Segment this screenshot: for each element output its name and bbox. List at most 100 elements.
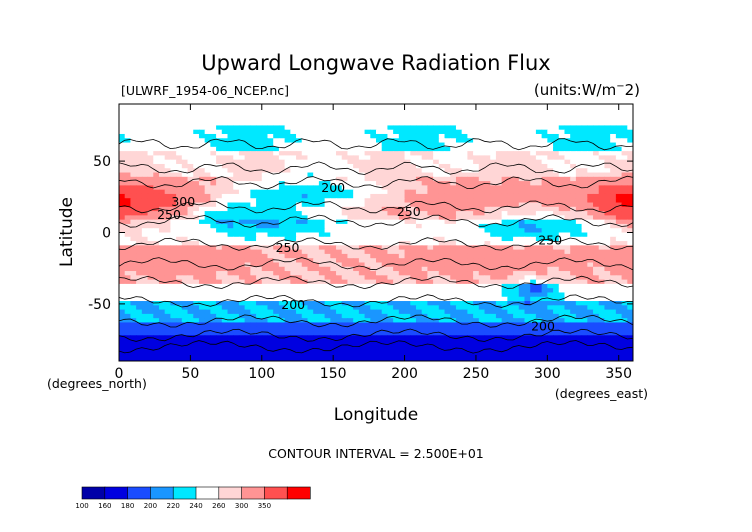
field-cell (404, 138, 411, 144)
field-cell (564, 335, 571, 341)
field-cell (610, 159, 617, 165)
field-cell (450, 309, 457, 315)
field-cell (415, 142, 423, 148)
field-cell (427, 258, 434, 264)
field-cell (570, 155, 577, 161)
field-cell (610, 241, 617, 246)
field-cell (187, 193, 194, 199)
field-cell (227, 176, 234, 182)
field-cell (398, 168, 406, 174)
field-cell (353, 279, 360, 285)
field-cell (153, 215, 160, 221)
field-cell (467, 189, 474, 195)
field-cell (370, 181, 377, 186)
field-cell (324, 313, 331, 319)
field-cell (553, 155, 560, 161)
field-cell (570, 249, 577, 255)
field-cell (221, 104, 229, 109)
field-cell (204, 296, 211, 302)
field-cell (524, 181, 531, 186)
field-cell (336, 288, 343, 294)
field-cell (587, 279, 594, 285)
field-cell (575, 271, 583, 276)
field-cell (130, 108, 137, 114)
field-cell (433, 309, 440, 315)
field-cell (330, 296, 337, 302)
field-cell (158, 142, 166, 148)
field-cell (553, 133, 560, 139)
field-cell (216, 232, 223, 238)
field-cell (615, 198, 623, 204)
field-cell (501, 283, 508, 289)
field-cell (455, 185, 463, 191)
field-cell (153, 211, 160, 216)
field-cell (153, 318, 160, 324)
field-cell (507, 331, 514, 336)
field-cell (587, 108, 594, 114)
field-cell (427, 112, 434, 118)
field-cell (267, 232, 274, 238)
field-cell (381, 211, 389, 216)
field-cell (296, 245, 303, 251)
field-cell (330, 112, 337, 118)
field-cell (438, 159, 446, 165)
field-cell (473, 138, 480, 144)
field-cell (124, 313, 132, 319)
field-cell (593, 288, 600, 294)
field-cell (290, 215, 297, 221)
field-cell (615, 288, 623, 294)
field-cell (501, 258, 508, 264)
field-cell (513, 181, 520, 186)
field-cell (330, 301, 337, 306)
field-cell (535, 142, 543, 148)
field-cell (358, 172, 366, 178)
field-cell (278, 159, 286, 165)
field-cell (324, 301, 331, 306)
field-cell (621, 142, 628, 148)
field-cell (593, 292, 600, 298)
field-cell (141, 163, 149, 169)
field-cell (524, 249, 531, 255)
field-cell (181, 245, 189, 251)
field-cell (318, 219, 326, 225)
field-cell (507, 112, 514, 118)
field-cell (336, 232, 343, 238)
field-cell (313, 189, 320, 195)
field-cell (353, 168, 360, 174)
field-cell (410, 322, 417, 328)
field-cell (524, 305, 531, 311)
field-cell (216, 326, 223, 332)
field-cell (593, 159, 600, 165)
field-cell (290, 318, 297, 324)
field-cell (221, 258, 229, 264)
field-cell (164, 206, 171, 212)
field-cell (547, 236, 554, 242)
field-cell (524, 193, 531, 199)
field-cell (490, 211, 497, 216)
field-cell (330, 146, 337, 152)
field-cell (119, 305, 126, 311)
field-cell (547, 301, 554, 306)
field-cell (433, 275, 440, 281)
field-cell (278, 112, 286, 118)
field-cell (558, 142, 566, 148)
field-cell (484, 142, 491, 148)
field-cell (541, 275, 548, 281)
field-cell (136, 331, 143, 336)
field-cell (524, 215, 531, 221)
field-cell (421, 258, 428, 264)
field-cell (347, 275, 354, 281)
field-cell (353, 155, 360, 161)
field-cell (227, 301, 234, 306)
field-cell (541, 301, 548, 306)
field-cell (610, 163, 617, 169)
field-cell (216, 309, 223, 315)
field-cell (330, 168, 337, 174)
field-cell (221, 335, 229, 341)
field-cell (347, 185, 354, 191)
field-cell (170, 309, 177, 315)
field-cell (256, 146, 263, 152)
field-cell (353, 133, 360, 139)
field-cell (198, 223, 206, 229)
field-cell (593, 176, 600, 182)
